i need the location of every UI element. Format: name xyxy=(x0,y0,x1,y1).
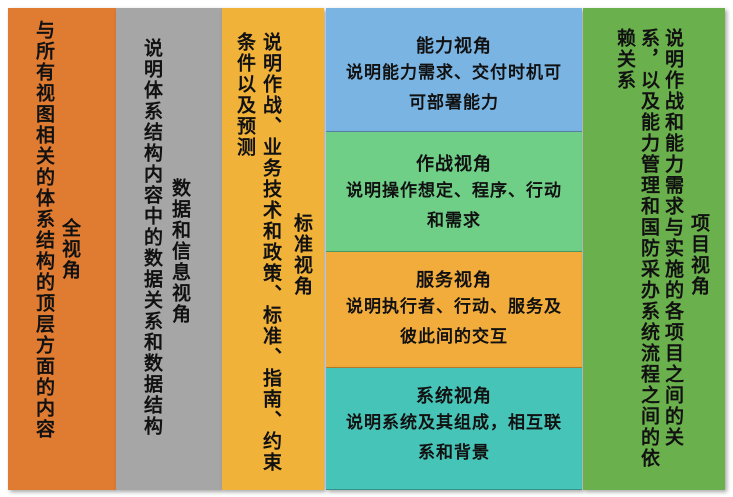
system-viewpoint-title: 系统视角 xyxy=(416,386,492,407)
project-viewpoint-title: 项目视角 xyxy=(688,213,710,297)
capability-viewpoint-title: 能力视角 xyxy=(416,36,492,57)
operational-viewpoint-desc: 说明操作想定、程序、行动和需求 xyxy=(346,181,562,231)
operational-viewpoint-title: 作战视角 xyxy=(416,154,492,175)
service-viewpoint-desc: 说明执行者、行动、服务及彼此间的交互 xyxy=(346,297,562,347)
data-info-viewpoint-column: 说明体系结构内容中的数据关系和数据结构 数据和信息视角 xyxy=(116,8,222,490)
standard-viewpoint-column: 说明作战、业务技术和政策、标准、指南、约束条件以及预测 标准视角 xyxy=(222,8,324,490)
capability-viewpoint-row: 能力视角 说明能力需求、交付时机可可部署能力 xyxy=(326,8,582,132)
data-info-viewpoint-title: 数据和信息视角 xyxy=(169,178,191,325)
system-viewpoint-desc: 说明系统及其组成，相互联系和背景 xyxy=(346,413,562,463)
service-viewpoint-title: 服务视角 xyxy=(416,270,492,291)
standard-viewpoint-desc: 说明作战、业务技术和政策、标准、指南、约束条件以及预测 xyxy=(234,32,282,473)
service-viewpoint-row: 服务视角 说明执行者、行动、服务及彼此间的交互 xyxy=(326,252,582,368)
all-viewpoint-column: 与所有视图相关的体系结构的顶层方面的内容 全视角 xyxy=(8,8,116,490)
standard-viewpoint-title: 标准视角 xyxy=(291,213,313,297)
project-viewpoint-desc: 说明作战和能力需求与实施的各项目之间的关系，以及能力管理和国防采办系统流程之间的… xyxy=(614,28,684,469)
capability-viewpoint-desc: 说明能力需求、交付时机可可部署能力 xyxy=(346,63,562,113)
system-viewpoint-row: 系统视角 说明系统及其组成，相互联系和背景 xyxy=(326,368,582,490)
operational-viewpoint-row: 作战视角 说明操作想定、程序、行动和需求 xyxy=(326,132,582,252)
all-viewpoint-desc: 与所有视图相关的体系结构的顶层方面的内容 xyxy=(33,20,55,440)
project-viewpoint-column: 说明作战和能力需求与实施的各项目之间的关系，以及能力管理和国防采办系统流程之间的… xyxy=(583,8,725,490)
all-viewpoint-title: 全视角 xyxy=(59,218,81,281)
data-info-viewpoint-desc: 说明体系结构内容中的数据关系和数据结构 xyxy=(141,38,163,437)
